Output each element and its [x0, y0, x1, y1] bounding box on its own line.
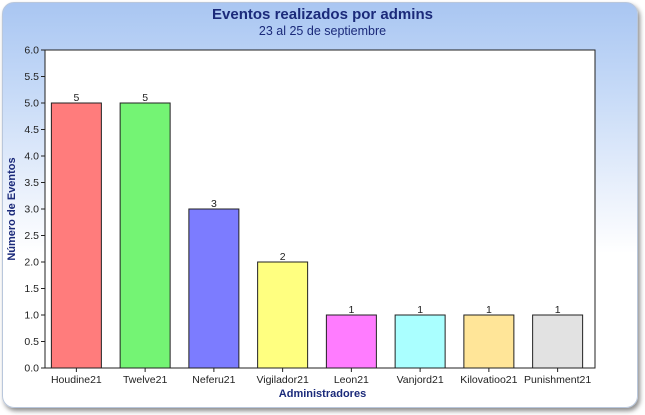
bar [119, 102, 171, 369]
bar [50, 102, 102, 369]
x-tick-label: Vanjord21 [397, 374, 444, 386]
y-tick-label: 0.5 [24, 336, 39, 348]
y-tick-label: 1.0 [24, 310, 39, 322]
y-tick-label: 5.0 [24, 98, 39, 110]
y-tick-label: 2.0 [24, 257, 39, 269]
y-tick-label: 2.5 [24, 230, 39, 242]
x-tick-label: Twelve21 [123, 374, 168, 386]
bar [394, 314, 446, 369]
bar-value-label: 2 [280, 251, 286, 263]
y-tick-label: 1.5 [24, 283, 39, 295]
chart-subtitle: 23 al 25 de septiembre [258, 24, 387, 38]
x-tick-label: Leon21 [334, 374, 369, 386]
bar-value-label: 1 [486, 304, 492, 316]
y-tick-label: 5.5 [24, 71, 39, 83]
chart-title: Eventos realizados por admins [212, 6, 433, 23]
y-tick-label: 3.5 [24, 177, 39, 189]
bar [325, 314, 377, 369]
x-tick-label: Houdine21 [51, 374, 102, 386]
y-tick-label: 3.0 [24, 204, 39, 216]
y-tick-label: 4.0 [24, 151, 39, 163]
y-tick-label: 0.0 [24, 363, 39, 375]
x-axis-label: Administradores [278, 388, 367, 400]
x-tick-label: Kilovatioo21 [460, 374, 517, 386]
bar [257, 261, 309, 369]
bar [188, 208, 240, 369]
bar-value-label: 1 [555, 304, 561, 316]
bar-value-label: 1 [417, 304, 423, 316]
x-tick-label: Neferu21 [192, 374, 235, 386]
y-tick-label: 6.0 [24, 45, 39, 57]
bar [463, 314, 515, 369]
bar-value-label: 1 [348, 304, 354, 316]
x-tick-label: Punishment21 [524, 374, 591, 386]
bar-value-label: 3 [211, 198, 217, 210]
bar-value-label: 5 [73, 92, 79, 104]
bar-value-label: 5 [142, 92, 148, 104]
y-tick-label: 4.5 [24, 124, 39, 136]
y-axis-label: Número de Eventos [6, 157, 18, 261]
x-tick-label: Vigilador21 [256, 374, 309, 386]
bar [532, 314, 584, 369]
